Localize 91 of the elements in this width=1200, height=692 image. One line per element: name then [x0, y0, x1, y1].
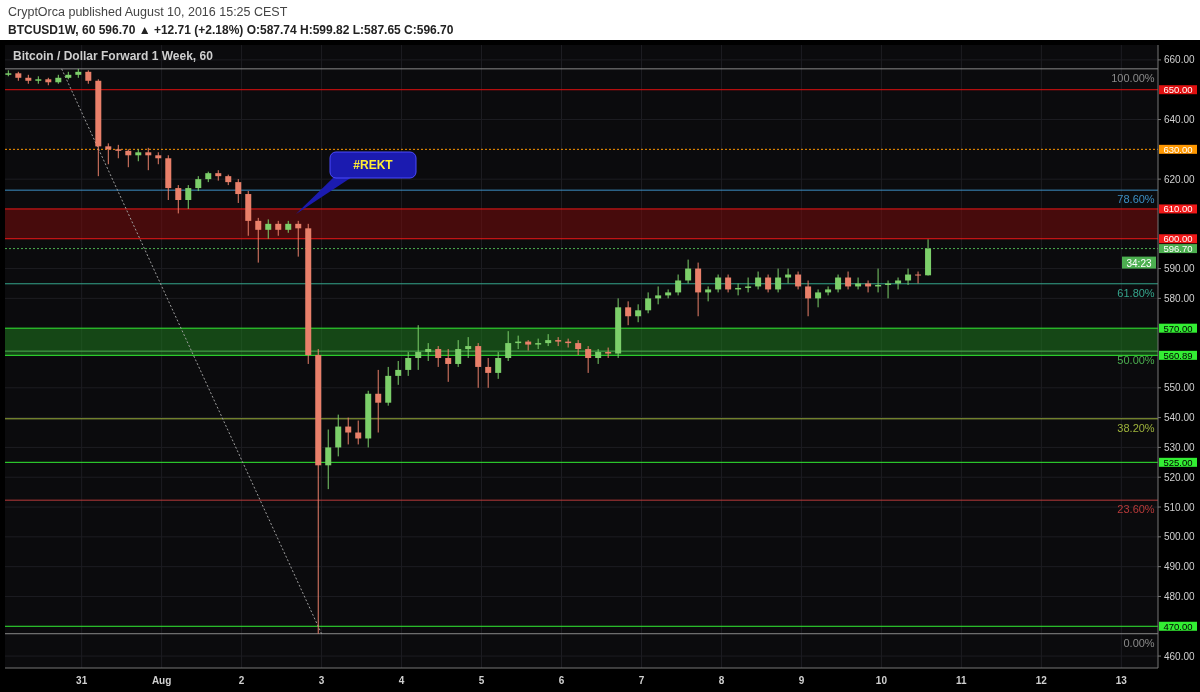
candlestick	[895, 277, 902, 290]
candlestick	[405, 351, 412, 377]
y-tick-label: 580.00	[1164, 292, 1196, 304]
x-tick-label: 6	[558, 675, 565, 686]
candlestick	[145, 147, 152, 171]
candlestick	[695, 262, 702, 317]
y-tick-label: 640.00	[1164, 114, 1196, 126]
ref-line-label: 600.00	[1163, 233, 1193, 245]
y-tick-label: 620.00	[1164, 173, 1196, 185]
y-tick-label: 590.00	[1164, 263, 1196, 275]
candlestick	[685, 259, 692, 284]
y-tick-label: 480.00	[1164, 590, 1196, 602]
y-tick-label: 540.00	[1164, 412, 1196, 424]
x-tick-label: 8	[718, 675, 725, 686]
candlestick	[775, 268, 782, 293]
candlestick	[705, 285, 712, 302]
candlestick	[675, 274, 682, 296]
ref-line-label: 650.00	[1163, 84, 1193, 96]
candlestick	[335, 414, 342, 457]
y-tick-label: 490.00	[1164, 561, 1196, 573]
annotation: 23.60%	[1117, 503, 1155, 516]
candlestick	[325, 429, 332, 490]
ref-line-label: 470.00	[1163, 620, 1193, 632]
candlestick	[265, 218, 272, 240]
candlestick	[645, 291, 652, 314]
candlestick	[825, 285, 832, 296]
annotation: 50.00%	[1117, 354, 1155, 367]
ref-line-label: 525.00	[1163, 456, 1193, 468]
x-tick-label: 10	[875, 675, 888, 686]
y-tick-label: 530.00	[1164, 441, 1196, 453]
candlestick	[665, 288, 672, 299]
candlestick	[505, 330, 512, 362]
x-tick-label: 7	[638, 675, 645, 686]
candlestick	[625, 300, 632, 326]
ref-line-label: 560.89	[1163, 349, 1193, 361]
candlestick	[585, 345, 592, 374]
candlestick	[915, 271, 922, 284]
text: CryptOrca published August 10, 2016 15:25 CEST	[8, 5, 288, 19]
annotation: 34:23	[1126, 257, 1152, 269]
annotation: 0.00%	[1123, 636, 1155, 649]
candlestick	[785, 268, 792, 284]
candlestick	[185, 184, 192, 210]
candlestick	[105, 142, 112, 165]
candlestick	[235, 178, 242, 204]
chart-title: Bitcoin / Dollar Forward 1 Week, 60	[13, 49, 214, 63]
ref-line-label: 596.70	[1163, 243, 1193, 255]
candlestick	[395, 360, 402, 386]
candlestick	[885, 279, 892, 299]
candlestick	[175, 184, 182, 214]
annotation: 38.20%	[1117, 421, 1155, 434]
candlestick	[485, 357, 492, 389]
x-tick-label: 3	[318, 675, 325, 686]
x-tick-label: 31	[76, 675, 88, 686]
y-tick-label: 520.00	[1164, 471, 1196, 483]
candlestick	[455, 339, 462, 368]
candlestick	[475, 342, 482, 389]
candlestick	[415, 324, 422, 371]
candlestick	[655, 285, 662, 305]
candlestick	[345, 417, 352, 445]
chart-subtitle: BTCUSD1W, 60 596.70 ▲ +12.71 (+2.18%) O:587.74 H:599.82 L:587.65 C:596.70	[8, 23, 454, 37]
candlestick	[465, 336, 472, 359]
x-tick-label: 11	[956, 675, 968, 686]
x-tick-label: 2	[238, 675, 245, 686]
annotation: #REKT	[353, 158, 394, 172]
ref-line-label: 570.00	[1163, 322, 1193, 334]
y-tick-label: 660.00	[1164, 54, 1196, 66]
x-tick-label: Aug	[151, 675, 172, 686]
ref-line-label: 610.00	[1163, 203, 1193, 215]
candlestick	[865, 279, 872, 293]
y-tick-label: 510.00	[1164, 501, 1196, 513]
candlestick	[805, 279, 812, 317]
candlestick	[375, 369, 382, 434]
candlestick	[435, 345, 442, 368]
candlestick	[815, 288, 822, 308]
annotation: 61.80%	[1117, 286, 1155, 299]
annotation: 78.60%	[1117, 193, 1155, 206]
x-tick-label: 4	[398, 675, 405, 686]
ref-line-label: 630.00	[1163, 143, 1193, 155]
candlestick	[445, 348, 452, 383]
candlestick	[855, 277, 862, 290]
x-tick-label: 9	[798, 675, 805, 686]
y-tick-label: 500.00	[1164, 531, 1196, 543]
candlestick	[495, 351, 502, 380]
x-tick-label: 12	[1035, 675, 1048, 686]
candlestick	[255, 217, 262, 264]
x-tick-label: 13	[1115, 675, 1128, 686]
y-tick-label: 550.00	[1164, 382, 1196, 394]
candlestick	[745, 277, 752, 293]
y-tick-label: 460.00	[1164, 650, 1196, 662]
annotation: 100.00%	[1111, 71, 1155, 84]
x-tick-label: 5	[478, 675, 485, 686]
